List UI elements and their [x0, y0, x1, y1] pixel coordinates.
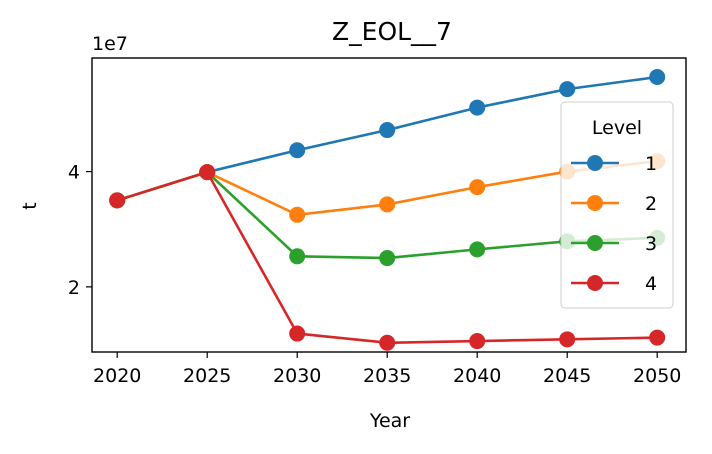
y-tick-label: 2 [68, 277, 80, 299]
data-point [379, 250, 396, 267]
legend-box [560, 101, 674, 309]
legend-item-2: 2 [571, 193, 657, 215]
x-axis-label: Year [369, 410, 410, 432]
data-point [379, 334, 396, 351]
data-point [289, 248, 306, 265]
data-point [289, 142, 306, 159]
data-point [469, 333, 486, 350]
legend-label: 2 [645, 193, 657, 215]
data-point [649, 329, 666, 346]
data-point [559, 331, 576, 348]
legend-label: 1 [645, 153, 657, 175]
data-point [469, 241, 486, 258]
plot-frame [91, 57, 687, 353]
legend-marker [587, 235, 603, 251]
data-point [379, 196, 396, 213]
y-tick-label: 4 [68, 162, 80, 184]
legend-title: Level [592, 117, 642, 139]
data-point [199, 164, 216, 181]
data-point [289, 206, 306, 223]
legend-item-4: 4 [571, 273, 657, 295]
x-tick-label: 2025 [183, 365, 231, 387]
data-point [469, 99, 486, 116]
legend-item-3: 3 [571, 233, 657, 255]
x-tick-label: 2045 [543, 365, 591, 387]
x-tick-label: 2050 [633, 365, 681, 387]
legend-label: 4 [645, 273, 657, 295]
x-tick-label: 2040 [453, 365, 501, 387]
legend-marker [587, 155, 603, 171]
legend-marker [587, 275, 603, 291]
data-point [379, 122, 396, 139]
x-tick-label: 2035 [363, 365, 411, 387]
y-axis-label: t [19, 202, 41, 209]
data-point [109, 192, 126, 209]
x-tick-label: 2030 [273, 365, 321, 387]
legend-label: 3 [645, 233, 657, 255]
legend-marker [587, 195, 603, 211]
data-point [559, 81, 576, 98]
data-point [649, 69, 666, 86]
series-4 [109, 164, 666, 351]
data-point [289, 325, 306, 342]
x-tick-label: 2020 [93, 365, 141, 387]
data-point [469, 179, 486, 196]
y-offset-label: 1e7 [92, 33, 128, 55]
legend-item-1: 1 [571, 153, 657, 175]
chart-title: Z_EOL__7 [332, 17, 452, 46]
